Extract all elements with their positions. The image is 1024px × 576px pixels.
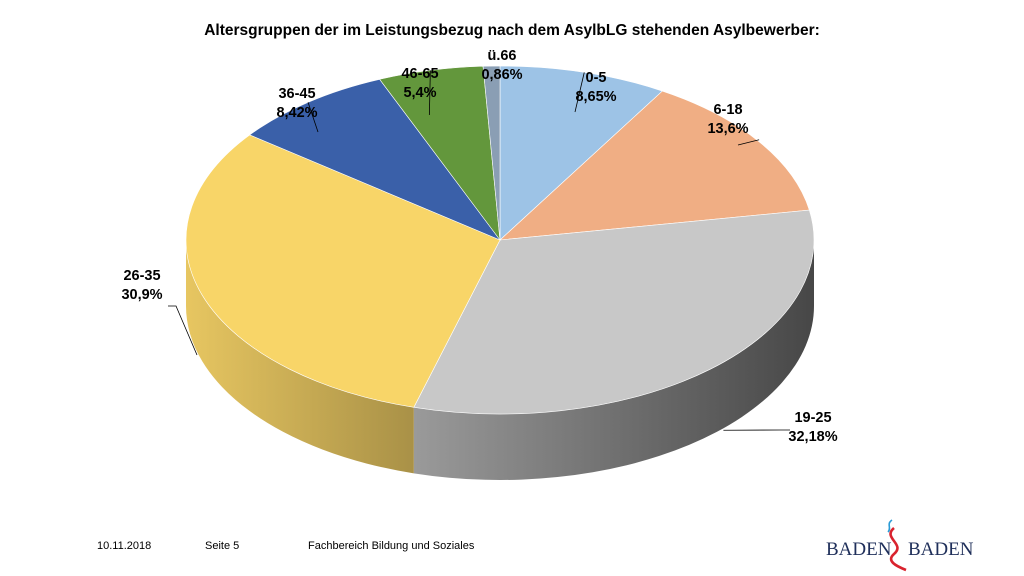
label-category-19-25: 19-25 [794,410,831,426]
label-value-26-35: 30,9% [121,287,162,303]
label-category-ue-66: ü.66 [487,48,516,64]
pie-tops [185,65,815,415]
label-value-36-45: 8,42% [276,105,317,121]
slice-19-25 [413,209,815,415]
logo-text-right: BADEN [908,539,974,560]
logo-wave-blue-icon [887,519,893,533]
baden-baden-logo: BADEN BADEN [826,519,974,572]
leader-0-5 [574,72,585,113]
label-value-46-65: 5,4% [403,85,436,101]
leader-6-18 [737,139,760,146]
footer-date: 10.11.2018 [97,540,152,552]
label-category-36-45: 36-45 [278,86,315,102]
pie-sides [186,240,814,480]
label-category-0-5: 0-5 [586,70,607,86]
label-value-19-25: 32,18% [788,429,837,445]
slice-side-19-25 [413,240,814,480]
slice-0-5 [499,65,663,241]
leader-26-35 [168,305,198,356]
leader-46-65 [428,70,431,116]
chart-title: Altersgruppen der im Leistungsbezug nach… [204,22,820,39]
slice-36-45 [249,78,501,241]
leader-36-45 [307,102,319,133]
label-value-6-18: 13,6% [707,121,748,137]
label-category-46-65: 46-65 [401,66,438,82]
label-value-0-5: 8,65% [575,89,616,105]
logo-wave-red-icon [889,527,907,572]
leader-lines [168,70,790,431]
slice-26-35 [185,134,501,408]
label-category-6-18: 6-18 [713,102,742,118]
label-value-ue-66: 0,86% [481,67,522,83]
slice-side-26-35 [186,240,414,474]
slice-ue-66 [482,65,501,241]
slice-6-18 [499,90,810,241]
footer-department: Fachbereich Bildung und Soziales [308,540,475,552]
footer-page: Seite 5 [205,540,240,552]
logo-text-left: BADEN [826,539,892,560]
label-category-26-35: 26-35 [123,268,160,284]
data-labels: 0-5 8,65% 6-18 13,6% 19-25 32,18% 26-35 30,9% 36… [121,48,837,445]
